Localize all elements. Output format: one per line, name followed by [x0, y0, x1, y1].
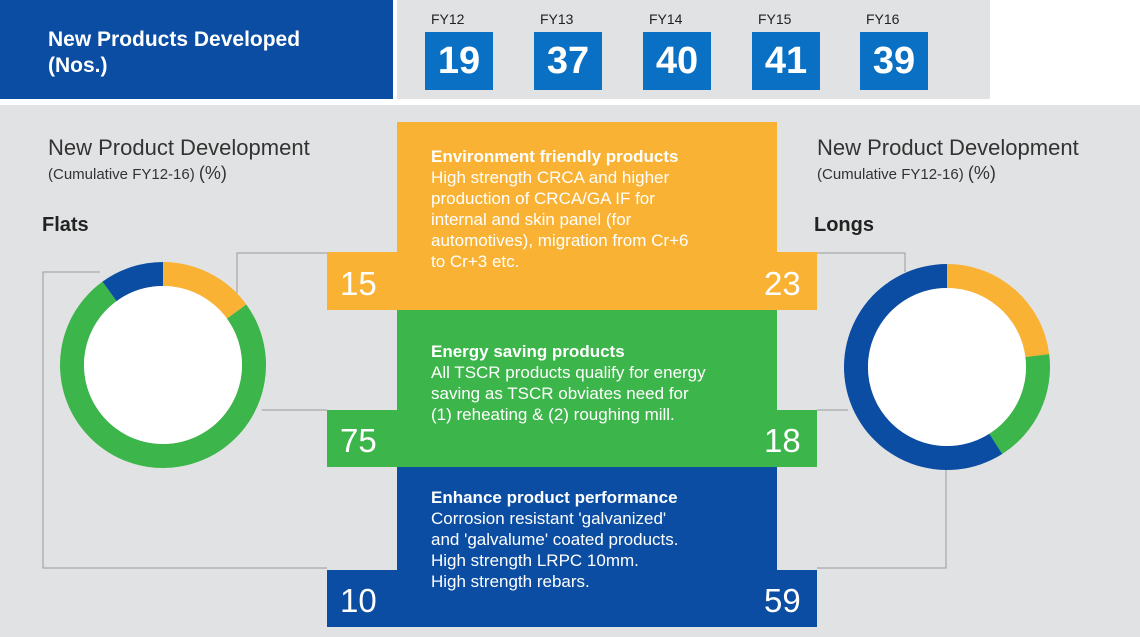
energy-band-top	[397, 310, 777, 410]
performance-line: Corrosion resistant 'galvanized'	[431, 509, 667, 528]
energy-line: All TSCR products qualify for energy	[431, 363, 706, 382]
left-title: New Product Development	[48, 135, 310, 160]
year-item: FY15 41	[752, 10, 828, 90]
right-title: New Product Development	[817, 135, 1079, 160]
yearly-counts-panel: FY12 19 FY13 37 FY14 40 FY15 41 FY16 39	[397, 0, 990, 99]
year-label: FY13	[540, 11, 574, 27]
year-count: 40	[643, 32, 711, 90]
env-band-bottom	[327, 252, 817, 310]
longs-slice-1	[947, 264, 1050, 358]
year-label: FY15	[758, 11, 792, 27]
energy-line: saving as TSCR obviates need for	[431, 384, 689, 403]
longs-performance-value: 59	[764, 582, 801, 619]
longs-donut-chart	[844, 264, 1050, 470]
longs-label: Longs	[814, 214, 874, 236]
header-title: New Products Developed	[48, 28, 301, 51]
env-line: internal and skin panel (for	[431, 210, 632, 229]
connector-line	[817, 460, 947, 569]
performance-line: High strength rebars.	[431, 572, 590, 591]
year-count: 39	[860, 32, 928, 90]
performance-line: High strength LRPC 10mm.	[431, 551, 639, 570]
env-heading: Environment friendly products	[431, 147, 679, 166]
longs-slice-2	[989, 354, 1050, 454]
year-item: FY14 40	[643, 10, 719, 90]
left-subtitle: (Cumulative FY12-16) (%)	[48, 164, 227, 184]
env-text: Environment friendly products High stren…	[431, 146, 688, 272]
energy-band-bottom	[327, 410, 817, 467]
performance-band-top	[397, 467, 777, 570]
env-line: to Cr+3 etc.	[431, 252, 520, 271]
env-band-top	[397, 122, 777, 252]
longs-slice-3	[844, 264, 1003, 470]
flats-label: Flats	[42, 214, 89, 236]
flats-env-value: 15	[340, 265, 377, 302]
donut-hole	[868, 288, 1026, 446]
year-label: FY14	[649, 11, 683, 27]
env-line: High strength CRCA and higher	[431, 168, 670, 187]
header-title-panel: New Products Developed (Nos.)	[0, 0, 393, 99]
left-subtitle-text: (Cumulative FY12-16)	[48, 166, 195, 183]
energy-line: (1) reheating & (2) roughing mill.	[431, 405, 675, 424]
header-title-unit: (Nos.)	[48, 54, 108, 77]
right-subtitle-text: (Cumulative FY12-16)	[817, 166, 964, 183]
performance-heading: Enhance product performance	[431, 488, 678, 507]
right-subtitle: (Cumulative FY12-16) (%)	[817, 164, 996, 184]
flats-slice-1	[163, 262, 247, 319]
right-unit: (%)	[967, 163, 996, 183]
year-item: FY13 37	[534, 10, 610, 90]
energy-heading: Energy saving products	[431, 342, 625, 361]
longs-energy-value: 18	[764, 422, 801, 459]
year-label: FY12	[431, 11, 465, 27]
env-line: production of CRCA/GA IF for	[431, 189, 655, 208]
connector-line	[817, 252, 906, 272]
performance-line: and 'galvalume' coated products.	[431, 530, 679, 549]
flats-donut-chart	[60, 262, 266, 468]
flats-performance-value: 10	[340, 582, 377, 619]
connector-line	[236, 252, 327, 293]
left-unit: (%)	[198, 163, 227, 183]
donut-hole	[84, 286, 242, 444]
year-count: 37	[534, 32, 602, 90]
env-line: automotives), migration from Cr+6	[431, 231, 689, 250]
longs-env-value: 23	[764, 265, 801, 302]
flats-slice-3	[102, 262, 163, 302]
performance-band-bottom	[327, 570, 817, 627]
year-count: 19	[425, 32, 493, 90]
year-count: 41	[752, 32, 820, 90]
year-item: FY12 19	[425, 10, 501, 90]
energy-text: Energy saving products All TSCR products…	[431, 341, 706, 425]
year-label: FY16	[866, 11, 900, 27]
performance-text: Enhance product performance Corrosion re…	[431, 487, 678, 592]
connector-line	[42, 271, 327, 569]
year-item: FY16 39	[860, 10, 936, 90]
flats-energy-value: 75	[340, 422, 377, 459]
